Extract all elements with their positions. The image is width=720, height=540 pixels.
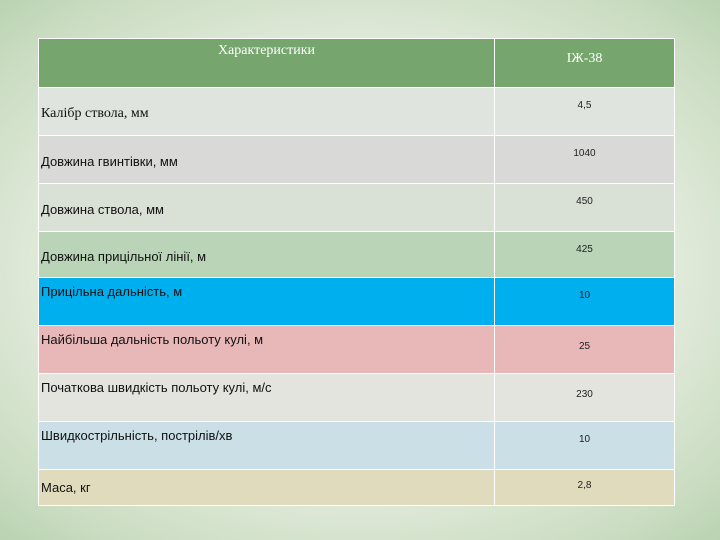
row-label: Найбільша дальність польоту кулі, м — [38, 325, 495, 374]
table-row: Початкова швидкість польоту кулі, м/с 23… — [38, 373, 675, 422]
row-label: Прицільна дальність, м — [38, 277, 495, 326]
row-label: Маса, кг — [38, 469, 495, 506]
row-value: 2,8 — [494, 469, 675, 506]
row-value: 10 — [494, 421, 675, 470]
row-value: 10 — [494, 277, 675, 326]
header-model: ІЖ-38 — [494, 38, 675, 88]
row-value: 1040 — [494, 135, 675, 184]
table-row: Довжина прицільної лінії, м 425 — [38, 231, 675, 278]
table-row: Калібр ствола, мм 4,5 — [38, 87, 675, 136]
row-label: Калібр ствола, мм — [38, 87, 495, 136]
row-label: Довжина прицільної лінії, м — [38, 231, 495, 278]
row-value: 25 — [494, 325, 675, 374]
table-row: Прицільна дальність, м 10 — [38, 277, 675, 326]
row-label: Довжина гвинтівки, мм — [38, 135, 495, 184]
row-value: 450 — [494, 183, 675, 232]
table-row: Довжина гвинтівки, мм 1040 — [38, 135, 675, 184]
row-value: 4,5 — [494, 87, 675, 136]
row-label: Швидкострільність, пострілів/хв — [38, 421, 495, 470]
characteristics-table: Характеристики ІЖ-38 Калібр ствола, мм 4… — [38, 38, 675, 506]
table-row: Швидкострільність, пострілів/хв 10 — [38, 421, 675, 470]
row-value: 230 — [494, 373, 675, 422]
table-row: Довжина ствола, мм 450 — [38, 183, 675, 232]
table-header-row: Характеристики ІЖ-38 — [38, 38, 675, 88]
header-characteristics: Характеристики — [38, 38, 495, 88]
row-value: 425 — [494, 231, 675, 278]
row-label: Початкова швидкість польоту кулі, м/с — [38, 373, 495, 422]
table-row: Найбільша дальність польоту кулі, м 25 — [38, 325, 675, 374]
table-row: Маса, кг 2,8 — [38, 469, 675, 506]
row-label: Довжина ствола, мм — [38, 183, 495, 232]
